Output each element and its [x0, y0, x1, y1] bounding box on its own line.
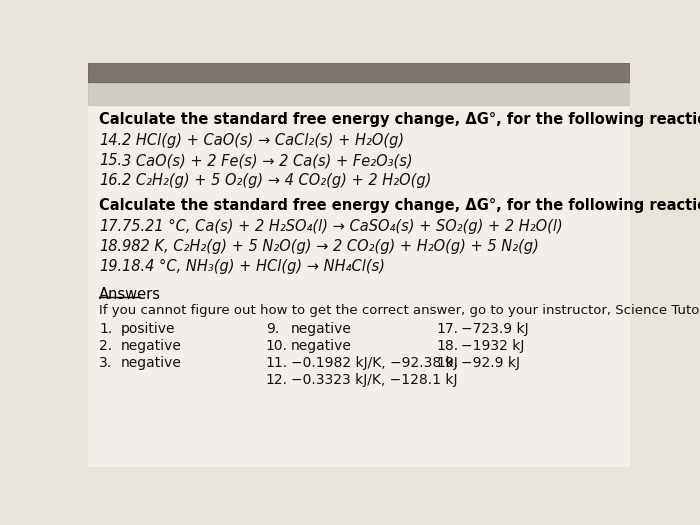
- Text: 9.: 9.: [266, 322, 279, 337]
- Text: 18.4 °C, NH₃(g) + HCl(g) → NH₄Cl(s): 18.4 °C, NH₃(g) + HCl(g) → NH₄Cl(s): [122, 259, 386, 275]
- Text: −0.3323 kJ/K, −128.1 kJ: −0.3323 kJ/K, −128.1 kJ: [290, 373, 457, 387]
- Text: 2 HCl(g) + CaO(s) → CaCl₂(s) + H₂O(g): 2 HCl(g) + CaO(s) → CaCl₂(s) + H₂O(g): [122, 133, 405, 148]
- Text: negative: negative: [290, 322, 351, 337]
- Text: −0.1982 kJ/K, −92.38 kJ: −0.1982 kJ/K, −92.38 kJ: [290, 356, 457, 370]
- Text: negative: negative: [121, 356, 182, 370]
- Text: 11.: 11.: [266, 356, 288, 370]
- Text: 17.: 17.: [99, 219, 122, 234]
- Text: 10.: 10.: [266, 340, 288, 353]
- Text: 12.: 12.: [266, 373, 288, 387]
- Text: 19.: 19.: [436, 356, 459, 370]
- Bar: [88, 63, 630, 82]
- Text: 18.: 18.: [436, 340, 459, 353]
- Text: 15.: 15.: [99, 153, 122, 168]
- Text: 982 K, C₂H₂(g) + 5 N₂O(g) → 2 CO₂(g) + H₂O(g) + 5 N₂(g): 982 K, C₂H₂(g) + 5 N₂O(g) → 2 CO₂(g) + H…: [122, 239, 539, 254]
- Text: −1932 kJ: −1932 kJ: [461, 340, 524, 353]
- Bar: [88, 63, 630, 106]
- Text: 3 CaO(s) + 2 Fe(s) → 2 Ca(s) + Fe₂O₃(s): 3 CaO(s) + 2 Fe(s) → 2 Ca(s) + Fe₂O₃(s): [122, 153, 413, 168]
- Text: 2.: 2.: [99, 340, 112, 353]
- Text: 17.: 17.: [436, 322, 459, 337]
- Text: 3.: 3.: [99, 356, 112, 370]
- Text: −92.9 kJ: −92.9 kJ: [461, 356, 520, 370]
- Text: 16.: 16.: [99, 173, 122, 188]
- Text: 2 C₂H₂(g) + 5 O₂(g) → 4 CO₂(g) + 2 H₂O(g): 2 C₂H₂(g) + 5 O₂(g) → 4 CO₂(g) + 2 H₂O(g…: [122, 173, 432, 188]
- Text: −723.9 kJ: −723.9 kJ: [461, 322, 528, 337]
- Text: 14.: 14.: [99, 133, 122, 148]
- Text: If you cannot figure out how to get the correct answer, go to your instructor, S: If you cannot figure out how to get the …: [99, 304, 700, 317]
- Text: Calculate the standard free energy change, ΔG°, for the following reactions at 2: Calculate the standard free energy chang…: [99, 111, 700, 127]
- Text: 19.: 19.: [99, 259, 122, 275]
- Text: negative: negative: [290, 340, 351, 353]
- Text: 75.21 °C, Ca(s) + 2 H₂SO₄(l) → CaSO₄(s) + SO₂(g) + 2 H₂O(l): 75.21 °C, Ca(s) + 2 H₂SO₄(l) → CaSO₄(s) …: [122, 219, 563, 234]
- Text: 18.: 18.: [99, 239, 122, 254]
- Text: Answers: Answers: [99, 287, 161, 302]
- Text: negative: negative: [121, 340, 182, 353]
- Text: 1.: 1.: [99, 322, 113, 337]
- Text: Calculate the standard free energy change, ΔG°, for the following reactions at t: Calculate the standard free energy chang…: [99, 198, 700, 213]
- Text: positive: positive: [121, 322, 175, 337]
